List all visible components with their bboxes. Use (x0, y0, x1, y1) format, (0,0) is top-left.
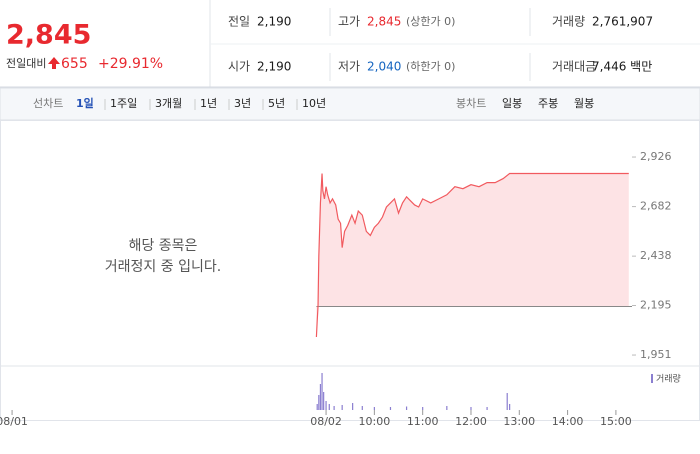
tab[interactable]: 5년 (268, 97, 285, 110)
volume-bar (323, 392, 325, 410)
stat-value: 2,190 (257, 60, 291, 74)
volume-bar (509, 404, 511, 410)
x-tick-label: 11:00 (407, 415, 439, 428)
volume-bar (321, 373, 323, 410)
tabs: 선차트 1일 1주일 3개월 1년 3년 5년 10년 봉차트 일봉 주봉 월봉 (33, 96, 594, 110)
y-tick-label: 2,682 (640, 200, 672, 213)
volume-bar (486, 407, 488, 410)
stat-value: 7,446 백만 (592, 60, 652, 74)
volume-bar (446, 406, 448, 410)
stat-value: 2,761,907 (592, 15, 653, 29)
stat-label: 고가 (338, 15, 360, 29)
volume-bar (405, 406, 408, 410)
up-icon (48, 57, 60, 69)
volume-bar (319, 384, 322, 410)
volume-bar (470, 407, 472, 410)
x-tick-label: 14:00 (552, 415, 584, 428)
x-tick-label: 08/01 (0, 415, 28, 428)
legend-swatch (651, 374, 653, 383)
price-area (316, 173, 629, 337)
change: 655 (61, 56, 88, 72)
tab[interactable]: 1일 (76, 96, 94, 110)
stat-label: 거래대금 (552, 60, 596, 74)
y-tick-label: 2,195 (640, 298, 672, 311)
tab[interactable]: 월봉 (574, 97, 594, 110)
volume-bar (333, 406, 335, 410)
volume-bar (389, 407, 392, 410)
price: 2,845 (6, 20, 91, 51)
change-label: 전일대비 (6, 56, 46, 70)
tab[interactable]: 3년 (234, 97, 251, 110)
volume-bar (352, 403, 354, 410)
tab-group-label: 선차트 (33, 97, 63, 110)
x-tick-label: 15:00 (600, 415, 632, 428)
stats: 전일 2,190 고가 2,845 (상한가 0) 거래량 2,761,907 시가 2,190… (228, 8, 653, 81)
legend-label: 거래량 (656, 373, 681, 385)
stat-label: 거래량 (552, 15, 585, 29)
volume-bar (318, 395, 320, 410)
tab-group-label: 봉차트 (456, 97, 486, 110)
stat-value: 2,190 (257, 15, 291, 29)
stat-value: 2,845 (367, 15, 401, 29)
volume-bar (328, 404, 330, 410)
x-tick-label: 10:00 (359, 415, 391, 428)
price-line (315, 172, 629, 338)
tab[interactable]: 일봉 (502, 96, 522, 110)
volume-bar (506, 393, 508, 410)
tab[interactable]: 3개월 (155, 97, 182, 110)
tab[interactable]: 주봉 (538, 97, 558, 110)
tab[interactable]: 10년 (302, 97, 326, 110)
volume-bar (325, 401, 327, 410)
stat-label: 전일 (228, 15, 250, 29)
stat-label: 시가 (228, 60, 250, 74)
halt-message: 해당 종목은 (129, 238, 198, 254)
halt-message: 거래정지 중 입니다. (105, 259, 221, 275)
stat-label: 저가 (338, 60, 360, 74)
x-tick-label: 12:00 (455, 415, 487, 428)
tab[interactable]: 1주일 (110, 96, 137, 110)
stat-value: 2,040 (367, 60, 401, 74)
x-tick-label: 13:00 (503, 415, 535, 428)
y-tick-label: 2,926 (640, 150, 672, 163)
tab[interactable]: 1년 (200, 97, 217, 110)
y-tick-label: 1,951 (640, 348, 672, 361)
stat-note: (하한가 0) (406, 59, 455, 73)
volume-bar (341, 405, 343, 410)
volume-bar (361, 406, 363, 410)
stat-note: (상한가 0) (406, 15, 455, 28)
x-tick-label: 08/02 (310, 415, 342, 428)
change-rate: +29.91% (98, 56, 163, 72)
volume-bar (316, 404, 318, 410)
y-tick-label: 2,438 (640, 249, 672, 262)
volume-bar (422, 407, 424, 410)
volume-bar (373, 407, 375, 410)
chart: 2,926 2,682 2,438 2,195 1,951 08/01 08/02 10:00… (0, 150, 700, 428)
tab-bar (0, 87, 700, 121)
